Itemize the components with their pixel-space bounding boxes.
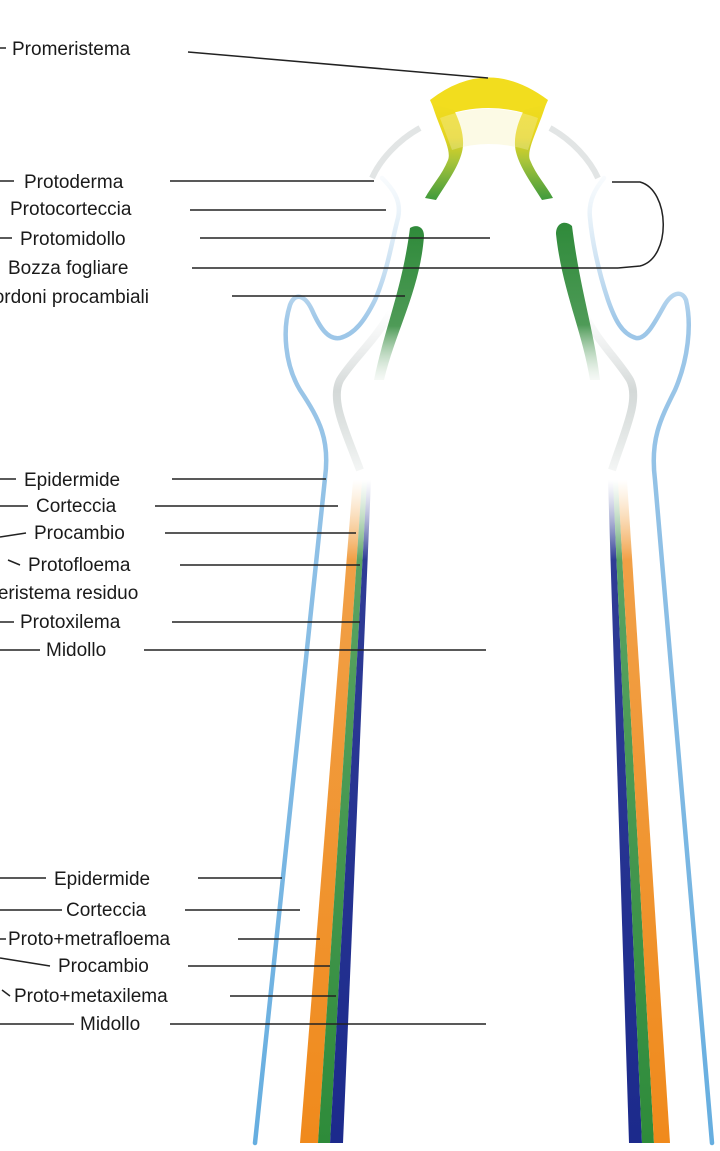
procambial-cords <box>374 222 600 380</box>
label-epidermide-1: Epidermide <box>24 470 120 491</box>
procambium-strand-left <box>318 480 367 1143</box>
vascular-strands-left <box>300 480 371 1143</box>
leader-lines <box>0 47 618 1025</box>
label-procambio-2: Procambio <box>58 956 149 977</box>
shoot-outline <box>252 125 715 1146</box>
lead-dash-proto-metaxilema <box>1 989 11 997</box>
leader-promeristema <box>187 51 489 79</box>
apical-meristem <box>425 77 553 200</box>
procambium-strand-right <box>613 480 654 1143</box>
protoderm-arm-left <box>425 104 464 200</box>
label-midollo-2: Midollo <box>80 1014 140 1035</box>
label-protofloema: Protofloema <box>28 555 131 576</box>
label-midollo-1: Midollo <box>46 640 106 661</box>
label-protocorteccia: Protocorteccia <box>10 199 132 220</box>
lead-dash-procambio-1 <box>0 532 27 538</box>
vascular-strands-right <box>608 480 670 1143</box>
protocortex-haze-left <box>332 308 396 472</box>
epidermis-outline-right <box>587 175 715 1146</box>
apex-shoulder-haze <box>369 125 601 180</box>
procambial-cord-left <box>374 226 424 380</box>
label-corteccia-1: Corteccia <box>36 496 117 517</box>
xylem-strand-right <box>608 480 642 1143</box>
label-promeristema: Promeristema <box>12 39 131 60</box>
lead-dash-procambio-2 <box>0 957 51 967</box>
label-protomidollo: Protomidollo <box>20 229 126 250</box>
label-procambio-1: Procambio <box>34 523 125 544</box>
label-proto-metafloema: Proto+metrafloema <box>8 929 171 950</box>
label-meristema-residuo: Meristema residuo <box>0 583 138 604</box>
epidermis-outline-left <box>252 175 402 1146</box>
protocortex-haze-right <box>578 308 638 472</box>
xylem-strand-left <box>330 480 371 1143</box>
label-protoderma: Protoderma <box>24 172 124 193</box>
phloem-strand-left <box>300 480 362 1143</box>
leaf-primordium-bracket <box>612 181 664 269</box>
label-epidermide-2: Epidermide <box>54 869 150 890</box>
label-cordoni-procambiali: Cordoni procambiali <box>0 287 149 308</box>
label-bozza-fogliare: Bozza fogliare <box>8 258 128 279</box>
label-proto-metaxilema: Proto+metaxilema <box>14 986 168 1007</box>
phloem-strand-right <box>618 480 670 1143</box>
promeristem-cap <box>430 77 548 118</box>
label-protoxilema: Protoxilema <box>20 612 121 633</box>
procambial-cord-right <box>556 222 600 380</box>
label-corteccia-2: Corteccia <box>66 900 147 921</box>
protoderm-arm-right <box>514 104 553 200</box>
apex-dome-fill <box>440 109 538 150</box>
lead-dash-protofloema <box>7 559 21 566</box>
labels: Promeristema Protoderma Protocorteccia P… <box>0 39 171 1035</box>
